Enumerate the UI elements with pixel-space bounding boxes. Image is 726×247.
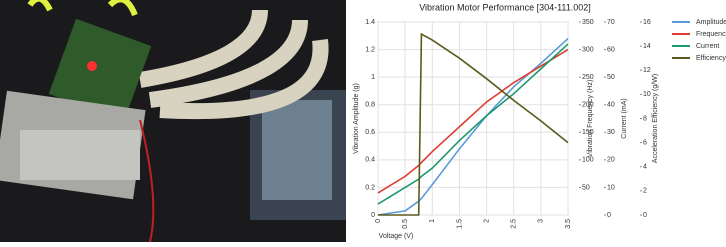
y-tick-label: 14 <box>643 43 651 50</box>
y-tick-label: 50 <box>607 74 615 81</box>
y-tick-label: 0 <box>371 212 375 219</box>
y-tick-label: 2 <box>643 188 647 195</box>
y-tick-label: 16 <box>643 19 651 26</box>
y-tick-label: 0.2 <box>365 184 375 191</box>
y-tick-label: 60 <box>607 46 615 53</box>
legend-label: Amplitude <box>696 19 726 26</box>
x-tick-label: 0 <box>375 219 382 223</box>
y-tick-label: 12 <box>643 67 651 74</box>
y-tick-label: 50 <box>582 184 590 191</box>
y-tick-label: 6 <box>643 139 647 146</box>
y-tick-label: 10 <box>643 91 651 98</box>
photo <box>0 0 346 243</box>
series-line <box>377 43 569 205</box>
y-tick-label: 0.6 <box>365 129 375 136</box>
x-tick-label: 2 <box>483 219 490 223</box>
x-tick-label: 1 <box>429 219 436 223</box>
legend-label: Frequency <box>696 31 726 38</box>
y-tick-label: 20 <box>607 157 615 164</box>
y-tick-label: 70 <box>607 19 615 26</box>
chart-title: Vibration Motor Performance [304-111.002… <box>419 2 591 12</box>
y-tick-label: 150 <box>582 129 594 136</box>
y-axis-label: Acceleration Efficiency (g/W) <box>652 74 659 163</box>
x-tick-label: 0.5 <box>402 219 409 229</box>
y-tick-label: 1 <box>371 74 375 81</box>
y-tick-label: 30 <box>607 129 615 136</box>
y-axis-label: Vibration Amplitude (g) <box>353 83 360 154</box>
x-tick-label: 1.5 <box>456 219 463 229</box>
series-line <box>377 48 569 194</box>
y-tick-label: 0.4 <box>365 157 375 164</box>
y-tick-label: 200 <box>582 102 594 109</box>
y-tick-label: 10 <box>607 184 615 191</box>
y-tick-label: 0 <box>643 212 647 219</box>
y-tick-label: 250 <box>582 74 594 81</box>
y-axis-label: Vibration Frequency (Hz) <box>587 80 594 158</box>
y-tick-label: 100 <box>582 157 594 164</box>
chart: 0 0.5 1 1.5 2 2.5 3 3.5 Voltage (V) 0 0.2 0.4 0.6 0.8… <box>353 19 726 240</box>
legend-label: Efficiency <box>696 55 726 62</box>
y-tick-label: 4 <box>643 164 647 171</box>
y-axis-label: Current (mA) <box>621 98 628 138</box>
y-tick-label: 0 <box>607 212 611 219</box>
y-tick-label: 0.8 <box>365 102 375 109</box>
y-tick-label: 350 <box>582 19 594 26</box>
x-tick-label: 3.5 <box>565 219 572 229</box>
y-tick-label: 40 <box>607 102 615 109</box>
y-tick-label: 1.2 <box>365 46 375 53</box>
series-line <box>378 32 569 216</box>
y-tick-label: 300 <box>582 46 594 53</box>
y-tick-label: 1.4 <box>365 19 375 26</box>
x-tick-label: 2.5 <box>511 219 518 229</box>
legend-label: Current <box>696 43 719 50</box>
x-axis-label: Voltage (V) <box>379 233 414 240</box>
x-tick-label: 3 <box>538 219 545 223</box>
y-tick-label: 8 <box>643 115 647 122</box>
